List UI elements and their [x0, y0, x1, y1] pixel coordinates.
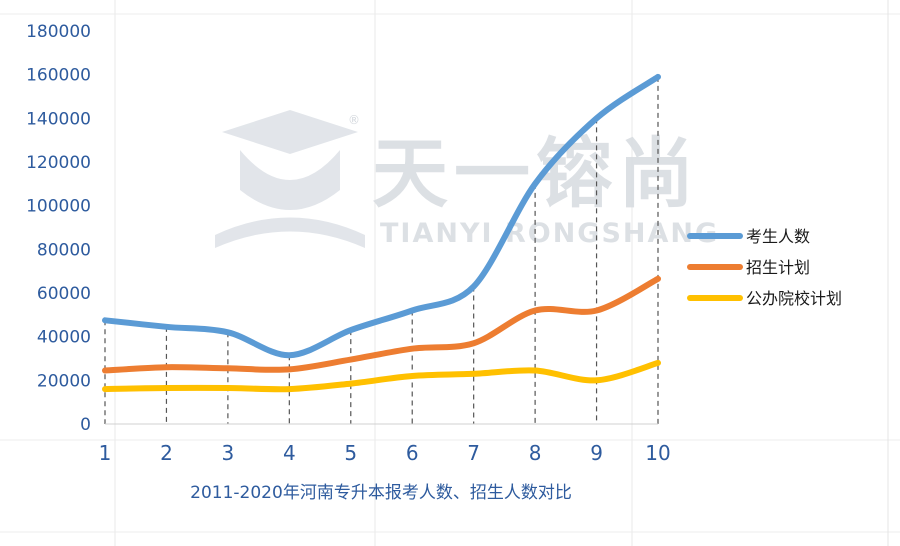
y-tick-label: 180000	[26, 22, 91, 42]
x-tick-label: 9	[590, 441, 603, 465]
legend-label: 公办院校计划	[746, 289, 842, 308]
x-axis: 1 2 3 4 5 6 7 8 9 10	[99, 441, 671, 465]
series-line	[102, 359, 661, 393]
y-tick-label: 0	[80, 415, 91, 435]
y-tick-label: 120000	[26, 153, 91, 173]
x-tick-label: 7	[467, 441, 480, 465]
drop-lines	[104, 76, 659, 424]
y-tick-label: 80000	[37, 240, 91, 260]
x-tick-label: 6	[406, 441, 419, 465]
x-tick-label: 4	[283, 441, 296, 465]
watermark-cap-icon	[222, 110, 358, 154]
watermark-emblem-icon	[240, 150, 340, 210]
y-tick-label: 60000	[37, 284, 91, 304]
y-tick-label: 100000	[26, 197, 91, 217]
legend-label: 招生计划	[746, 258, 810, 277]
x-tick-label: 8	[529, 441, 542, 465]
x-axis-label: 2011-2020年河南专升本报考人数、招生人数对比	[190, 483, 572, 503]
series-line	[102, 73, 661, 359]
watermark-brand-cn: 天一镕尚	[372, 129, 700, 218]
watermark-brand-en: TIANYI RONGSHANG	[380, 218, 719, 249]
legend-label: 考生人数	[746, 227, 810, 246]
x-tick-label: 5	[344, 441, 357, 465]
watermark-registered-mark: ®	[348, 113, 360, 127]
x-tick-label: 3	[222, 441, 235, 465]
y-axis: 0 20000 40000 60000 80000 100000 120000 140000 1…	[26, 22, 91, 435]
series-lines	[102, 73, 661, 393]
x-tick-label: 10	[645, 441, 670, 465]
x-tick-label: 1	[99, 441, 112, 465]
watermark-book-icon	[215, 217, 365, 248]
y-tick-label: 20000	[37, 371, 91, 391]
x-tick-label: 2	[160, 441, 173, 465]
y-tick-label: 40000	[37, 328, 91, 348]
series-line	[102, 275, 661, 374]
y-tick-label: 160000	[26, 66, 91, 86]
y-tick-label: 140000	[26, 109, 91, 129]
